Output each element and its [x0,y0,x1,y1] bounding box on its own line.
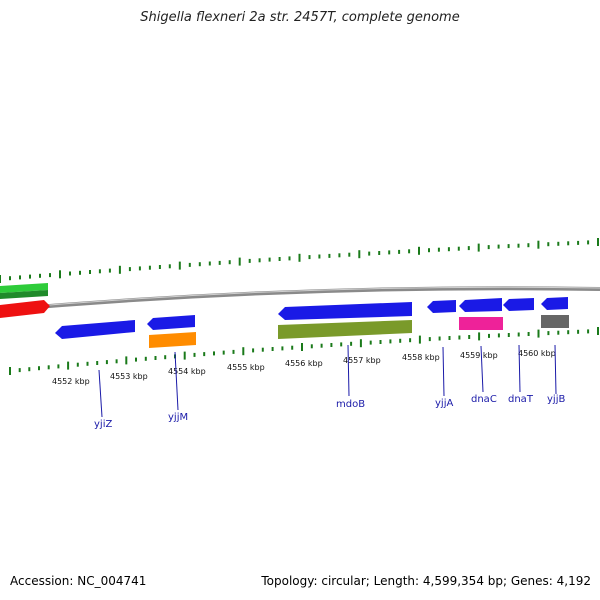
gene-label-dnat[interactable]: dnaT [508,394,534,405]
gene-label-yjiz[interactable]: yjiZ [94,419,112,430]
gene-label-yjjb[interactable]: yjjB [547,394,565,405]
feature-pink[interactable] [459,317,503,330]
scale-label-4555: 4555 kbp [227,363,265,372]
gene-label-dnac[interactable]: dnaC [471,394,497,405]
feature-gray[interactable] [541,315,569,328]
feature-red[interactable] [0,300,50,318]
leader-dnac [480,345,484,393]
feature-olive[interactable] [278,320,412,339]
tick-track-upper [0,238,599,283]
gene-arrow-yjiz[interactable] [55,320,135,339]
feature-green-1[interactable] [0,283,48,293]
gene-label-yjja[interactable]: yjjA [435,398,453,409]
leader-yjjm [174,351,179,411]
gene-label-mdob[interactable]: mdoB [336,399,365,410]
tick-track-lower [9,327,599,375]
genome-backbone-highlight [0,286,600,310]
scale-label-4552: 4552 kbp [52,377,90,386]
feature-orange[interactable] [149,332,196,348]
leader-yjja [442,346,445,397]
genome-summary: Topology: circular; Length: 4,599,354 bp… [261,574,591,588]
gene-arrow-yjja[interactable] [427,300,456,313]
scale-labels: 4552 kbp 4553 kbp 4554 kbp 4555 kbp 4556… [52,349,556,386]
scale-label-4554: 4554 kbp [168,367,206,376]
gene-arrow-mdob[interactable] [278,302,412,320]
gene-arrow-dnac[interactable] [459,298,502,312]
scale-label-4553: 4553 kbp [110,372,148,381]
scale-label-4558: 4558 kbp [402,353,440,362]
leader-mdob [347,344,350,397]
leader-dnat [518,344,521,393]
genome-backbone [0,286,600,312]
gene-arrow-dnat[interactable] [503,298,534,311]
gene-label-lines [98,344,557,418]
gene-labels: yjiZ yjjM mdoB yjjA dnaC dnaT yjjB [94,394,565,430]
gene-label-yjjm[interactable]: yjjM [168,412,188,423]
scale-label-4560: 4560 kbp [518,349,556,358]
scale-label-4557: 4557 kbp [343,356,381,365]
gene-arrow-yjjb[interactable] [541,297,568,310]
accession-label: Accession: NC_004741 [10,574,147,588]
gene-arrow-yjjm[interactable] [147,315,195,330]
scale-label-4559: 4559 kbp [460,351,498,360]
leader-yjiz [98,369,103,418]
feature-green-2[interactable] [0,290,48,299]
scale-label-4556: 4556 kbp [285,359,323,368]
map-title: Shigella flexneri 2a str. 2457T, complet… [140,10,460,25]
leader-yjjb [554,344,557,395]
